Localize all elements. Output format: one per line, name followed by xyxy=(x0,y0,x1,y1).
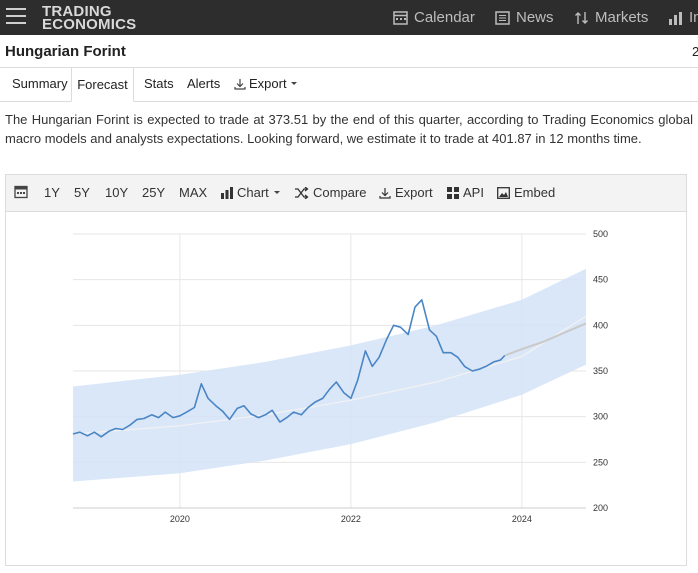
y-tick-label: 300 xyxy=(593,412,608,422)
compare-button[interactable]: Compare xyxy=(294,185,366,200)
nav-markets-label: Markets xyxy=(595,9,649,26)
download-icon xyxy=(379,187,391,199)
logo-line-2: ECONOMICS xyxy=(42,16,137,33)
range-5y-button[interactable]: 5Y xyxy=(74,185,90,200)
page-title: Hungarian Forint xyxy=(5,43,126,60)
tab-summary[interactable]: Summary xyxy=(12,76,68,91)
chart-panel: 1Y 5Y 10Y 25Y MAX Chart Compare Export A… xyxy=(5,174,687,566)
x-tick-label: 2024 xyxy=(512,514,532,524)
chart-export-button[interactable]: Export xyxy=(379,185,433,200)
news-icon xyxy=(495,10,510,25)
range-25y-button[interactable]: 25Y xyxy=(142,185,166,200)
confidence-band xyxy=(73,268,586,482)
tab-stats[interactable]: Stats xyxy=(144,76,174,91)
caret-down-icon xyxy=(273,190,280,194)
tab-alerts[interactable]: Alerts xyxy=(187,76,221,91)
date-picker-button[interactable] xyxy=(14,185,32,199)
caret-down-icon xyxy=(290,82,297,85)
download-icon xyxy=(234,79,246,90)
title-bar: Hungarian Forint 2 xyxy=(0,35,698,68)
y-tick-label: 250 xyxy=(593,457,608,467)
chart-type-label: Chart xyxy=(237,185,269,200)
nav-markets[interactable]: Markets xyxy=(574,9,648,26)
chart-export-label: Export xyxy=(395,185,433,200)
y-tick-label: 450 xyxy=(593,275,608,285)
price-line xyxy=(72,299,506,438)
tab-forecast[interactable]: Forecast xyxy=(71,67,134,102)
logo-line-1: TRADING xyxy=(42,3,112,20)
chart-toolbar: 1Y 5Y 10Y 25Y MAX Chart Compare Export A… xyxy=(6,175,686,212)
logo[interactable]: TRADING ECONOMICS xyxy=(42,3,137,33)
x-tick-label: 2020 xyxy=(170,514,190,524)
y-tick-label: 400 xyxy=(593,320,608,330)
shuffle-icon xyxy=(295,186,309,199)
calendar-icon xyxy=(393,10,408,25)
tab-bar: Summary Forecast Stats Alerts Export xyxy=(0,67,698,102)
api-button[interactable]: API xyxy=(447,185,484,200)
top-navbar: TRADING ECONOMICS Calendar News Markets … xyxy=(0,0,698,35)
bar-chart-icon xyxy=(221,186,233,199)
y-tick-label: 350 xyxy=(593,366,608,376)
nav-indicators-label: In xyxy=(689,9,698,26)
embed-button[interactable]: Embed xyxy=(497,185,555,200)
nav-news[interactable]: News xyxy=(495,9,554,26)
indicators-icon xyxy=(669,11,682,25)
title-right-text: 2 xyxy=(692,44,698,59)
nav-calendar[interactable]: Calendar xyxy=(393,9,475,26)
tab-export-label: Export xyxy=(249,76,287,91)
grid-icon xyxy=(447,186,459,199)
range-10y-button[interactable]: 10Y xyxy=(105,185,129,200)
api-label: API xyxy=(463,185,484,200)
range-1y-button[interactable]: 1Y xyxy=(44,185,60,200)
y-tick-label: 500 xyxy=(593,229,608,239)
trend-line xyxy=(72,315,587,435)
hamburger-menu-icon[interactable] xyxy=(6,8,26,26)
image-icon xyxy=(497,186,510,199)
forecast-chart: 200 250 300 350 400 450 500 2020 2022 2024 xyxy=(72,229,608,524)
nav-calendar-label: Calendar xyxy=(414,9,475,26)
compare-label: Compare xyxy=(313,185,367,200)
chart-type-button[interactable]: Chart xyxy=(221,185,285,200)
range-max-button[interactable]: MAX xyxy=(179,185,208,200)
calendar-icon xyxy=(14,185,28,199)
markets-icon xyxy=(575,11,588,24)
forecast-line xyxy=(504,322,587,357)
tab-export[interactable]: Export xyxy=(234,67,298,101)
x-tick-label: 2022 xyxy=(341,514,361,524)
nav-news-label: News xyxy=(516,9,554,26)
y-tick-label: 200 xyxy=(593,503,608,513)
forecast-description: The Hungarian Forint is expected to trad… xyxy=(5,112,693,146)
embed-label: Embed xyxy=(514,185,556,200)
nav-indicators[interactable]: In xyxy=(668,9,698,26)
